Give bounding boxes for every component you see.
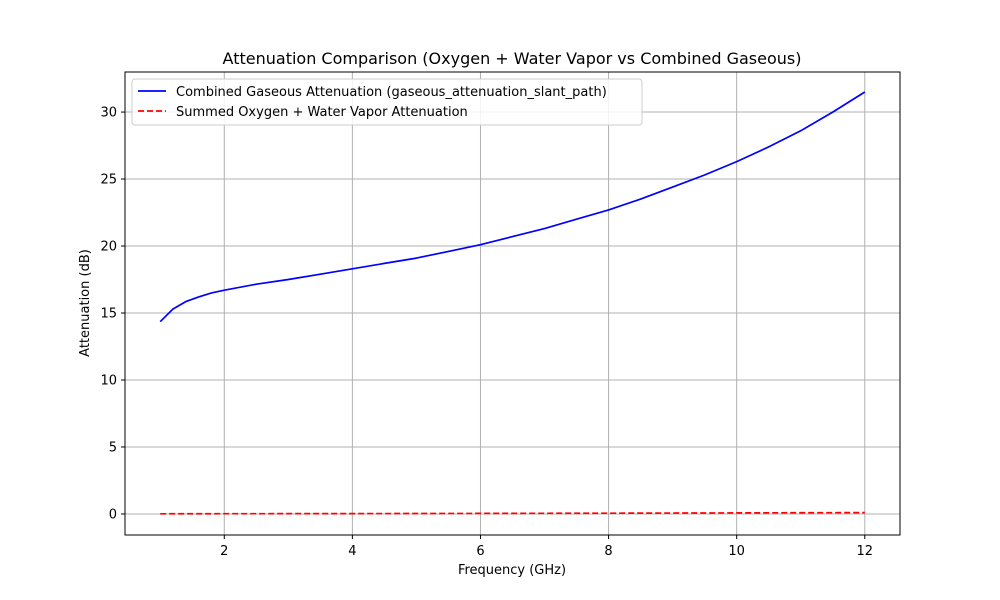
y-tick-label: 30 bbox=[100, 106, 117, 121]
y-tick-label: 15 bbox=[100, 307, 117, 322]
series-line-2 bbox=[160, 511, 865, 515]
legend-label-1: Combined Gaseous Attenuation (gaseous_at… bbox=[176, 85, 607, 100]
legend: Combined Gaseous Attenuation (gaseous_at… bbox=[131, 78, 643, 126]
y-tick-label: 0 bbox=[109, 507, 117, 522]
x-tick-label: 4 bbox=[348, 544, 356, 559]
ticks: 2 4 6 8 10 12 0 5 10 15 20 25 30 bbox=[100, 106, 873, 559]
x-tick-label: 6 bbox=[476, 544, 484, 559]
y-axis-label: Attenuation (dB) bbox=[78, 249, 93, 357]
y-tick-label: 25 bbox=[100, 173, 117, 188]
chart-title: Attenuation Comparison (Oxygen + Water V… bbox=[223, 49, 802, 68]
series-line-1 bbox=[159, 91, 866, 323]
legend-label-2: Summed Oxygen + Water Vapor Attenuation bbox=[176, 105, 468, 120]
legend-box bbox=[131, 78, 643, 126]
series-layer bbox=[159, 91, 866, 515]
x-axis-label: Frequency (GHz) bbox=[458, 563, 566, 578]
x-tick-label: 10 bbox=[728, 544, 745, 559]
grid bbox=[125, 72, 900, 535]
y-tick-label: 5 bbox=[109, 440, 117, 455]
x-tick-label: 2 bbox=[220, 544, 228, 559]
y-tick-label: 10 bbox=[100, 373, 117, 388]
y-tick-label: 20 bbox=[100, 240, 117, 255]
x-tick-label: 8 bbox=[604, 544, 612, 559]
plot-frame bbox=[124, 71, 901, 536]
x-tick-label: 12 bbox=[856, 544, 873, 559]
